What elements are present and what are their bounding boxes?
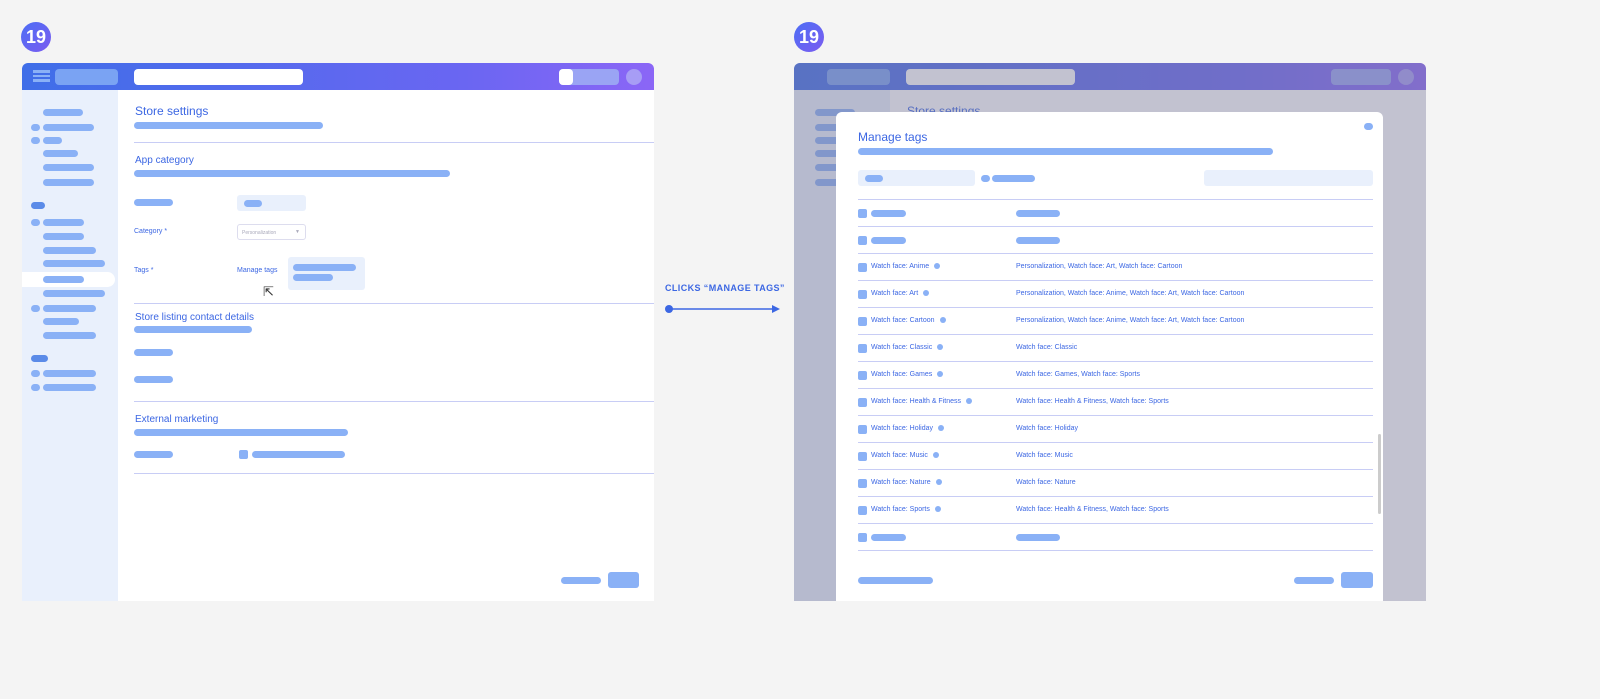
checkbox[interactable] — [858, 452, 867, 461]
close-icon[interactable] — [1364, 123, 1373, 130]
category-value: Personalization — [242, 230, 277, 236]
tag-name: Watch face: Health & Fitness — [871, 398, 972, 405]
tag-name: Watch face: Games — [871, 371, 943, 378]
search-input[interactable] — [906, 69, 1075, 85]
tag-categories: Watch face: Holiday — [1016, 425, 1078, 432]
top-bar — [22, 63, 654, 90]
tag-name: Watch face: Sports — [871, 506, 941, 513]
step-badge: 19 — [21, 22, 51, 52]
table-row — [858, 200, 1373, 227]
tag-name: Watch face: Music — [871, 452, 939, 459]
account-switch[interactable] — [559, 69, 619, 85]
manage-tags-link[interactable]: Manage tags — [237, 267, 278, 274]
app-type-field[interactable] — [237, 195, 306, 211]
tag-name: Watch face: Art — [871, 290, 929, 297]
checkbox[interactable] — [858, 425, 867, 434]
section-contact: Store listing contact details — [135, 312, 254, 323]
tag-name: Watch face: Holiday — [871, 425, 944, 432]
menu-icon[interactable] — [33, 70, 50, 82]
top-bar — [794, 63, 1426, 90]
cancel-button[interactable] — [561, 577, 601, 584]
tag-categories: Watch face: Health & Fitness, Watch face… — [1016, 398, 1169, 405]
checkbox[interactable] — [858, 290, 867, 299]
tag-name: Watch face: Anime — [871, 263, 940, 270]
tag-row[interactable]: Watch face: Classic Watch face: Classic — [858, 335, 1373, 362]
arrow-icon — [665, 305, 780, 313]
avatar[interactable] — [626, 69, 642, 85]
checkbox[interactable] — [239, 450, 248, 459]
tag-categories: Watch face: Classic — [1016, 344, 1078, 351]
filter-field[interactable] — [858, 170, 975, 186]
checkbox[interactable] — [858, 317, 867, 326]
after-screen: Store settings Manage tags Watch face: A… — [794, 63, 1426, 601]
step-badge: 19 — [794, 22, 824, 52]
action-label: CLICKS “MANAGE TAGS” — [665, 283, 785, 293]
checkbox[interactable] — [858, 398, 867, 407]
tooltip — [288, 257, 365, 290]
tag-row[interactable]: Watch face: Holiday Watch face: Holiday — [858, 416, 1373, 443]
tag-row[interactable]: Watch face: Health & Fitness Watch face: … — [858, 389, 1373, 416]
before-screen: Store settings App category Category * P… — [22, 63, 654, 601]
search-tags-input[interactable] — [1204, 170, 1373, 186]
checkbox[interactable] — [858, 371, 867, 380]
save-button[interactable] — [608, 572, 639, 588]
section-app-category: App category — [135, 155, 194, 166]
tag-name: Watch face: Cartoon — [871, 317, 946, 324]
tag-row[interactable]: Watch face: Games Watch face: Games, Watc… — [858, 362, 1373, 389]
cursor-icon: ⇱ — [263, 284, 274, 299]
tag-categories: Watch face: Nature — [1016, 479, 1076, 486]
sidebar-item-active[interactable] — [22, 272, 115, 287]
dialog-title: Manage tags — [858, 130, 928, 144]
save-button[interactable] — [1341, 572, 1373, 588]
search-input[interactable] — [134, 69, 303, 85]
logo — [55, 69, 118, 85]
tag-categories: Watch face: Music — [1016, 452, 1073, 459]
checkbox[interactable] — [858, 479, 867, 488]
tag-row[interactable]: Watch face: Anime Personalization, Watch … — [858, 254, 1373, 281]
manage-tags-dialog: Manage tags Watch face: Anime Personaliza… — [836, 112, 1383, 601]
tag-categories: Personalization, Watch face: Art, Watch … — [1016, 263, 1183, 270]
section-external: External marketing — [135, 414, 219, 425]
page-title: Store settings — [135, 104, 209, 118]
logo — [827, 69, 890, 85]
tags-label: Tags * — [134, 267, 154, 274]
cancel-button[interactable] — [1294, 577, 1334, 584]
scrollbar[interactable] — [1378, 434, 1381, 514]
account-switch[interactable] — [1331, 69, 1391, 85]
tag-name: Watch face: Classic — [871, 344, 943, 351]
checkbox[interactable] — [858, 344, 867, 353]
chevron-down-icon: ▼ — [295, 229, 300, 235]
tag-categories: Personalization, Watch face: Anime, Watc… — [1016, 290, 1245, 297]
checkbox[interactable] — [858, 263, 867, 272]
category-label: Category * — [134, 228, 168, 235]
tag-name: Watch face: Nature — [871, 479, 942, 486]
tag-row[interactable]: Watch face: Art Personalization, Watch fa… — [858, 281, 1373, 308]
tag-row[interactable]: Watch face: Sports Watch face: Health & F… — [858, 497, 1373, 524]
category-select[interactable]: Personalization ▼ — [237, 224, 306, 240]
tag-row[interactable]: Watch face: Cartoon Personalization, Watc… — [858, 308, 1373, 335]
tag-row[interactable]: Watch face: Music Watch face: Music — [858, 443, 1373, 470]
tag-categories: Watch face: Games, Watch face: Sports — [1016, 371, 1140, 378]
checkbox[interactable] — [858, 506, 867, 515]
table-row — [858, 227, 1373, 254]
tag-row[interactable]: Watch face: Nature Watch face: Nature — [858, 470, 1373, 497]
avatar[interactable] — [1398, 69, 1414, 85]
table-row — [858, 524, 1373, 551]
tag-categories: Watch face: Health & Fitness, Watch face… — [1016, 506, 1169, 513]
sidebar — [22, 90, 118, 601]
tag-categories: Personalization, Watch face: Anime, Watc… — [1016, 317, 1245, 324]
